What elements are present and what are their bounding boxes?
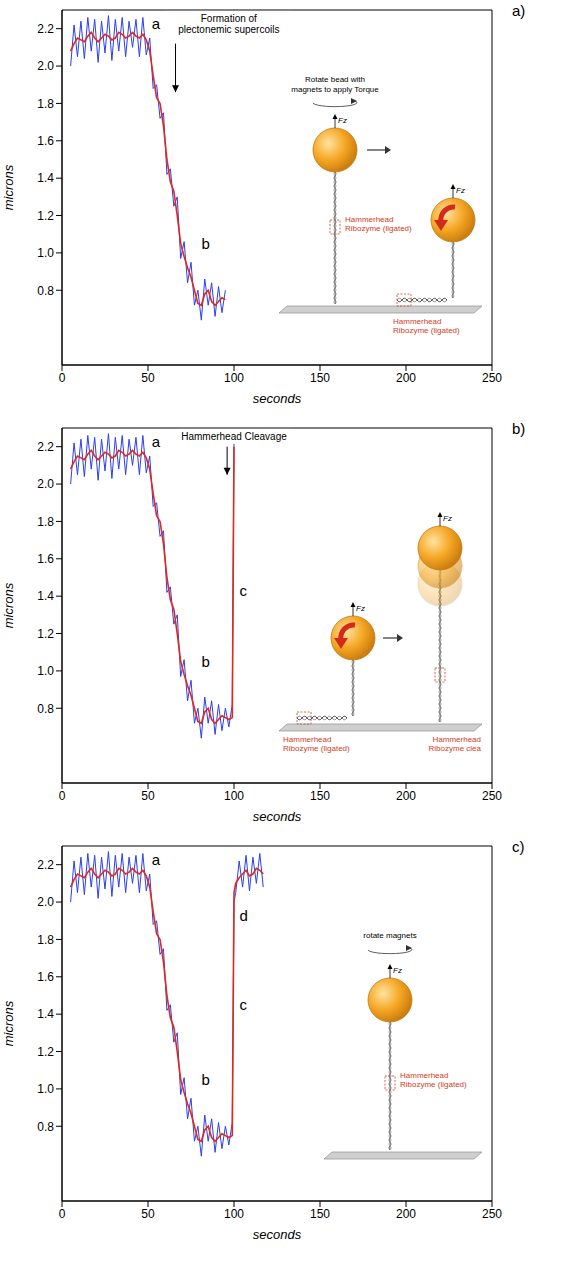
svg-text:150: 150 xyxy=(310,371,330,385)
svg-text:rotate magnets: rotate magnets xyxy=(363,931,416,940)
svg-text:HammerheadRibozyme (ligated): HammerheadRibozyme (ligated) xyxy=(393,317,460,335)
svg-text:Fz: Fz xyxy=(356,604,365,613)
svg-text:2.0: 2.0 xyxy=(37,477,54,491)
svg-text:a: a xyxy=(152,15,161,32)
svg-text:Fz: Fz xyxy=(456,186,465,195)
html-text:c): c) xyxy=(512,838,525,855)
html-text:a): a) xyxy=(512,2,526,19)
svg-text:250: 250 xyxy=(482,789,502,803)
html-text:b): b) xyxy=(512,420,526,437)
svg-text:1.0: 1.0 xyxy=(37,246,54,260)
svg-text:2.2: 2.2 xyxy=(37,858,54,872)
svg-text:b: b xyxy=(202,1071,210,1088)
svg-text:1.6: 1.6 xyxy=(37,970,54,984)
svg-text:HammerheadRibozyme (ligated): HammerheadRibozyme (ligated) xyxy=(283,735,350,753)
svg-text:200: 200 xyxy=(396,371,416,385)
svg-text:microns: microns xyxy=(1,1000,16,1046)
svg-text:0: 0 xyxy=(59,789,66,803)
svg-text:b: b xyxy=(202,653,210,670)
svg-text:50: 50 xyxy=(141,1207,155,1221)
svg-text:150: 150 xyxy=(310,789,330,803)
svg-text:d: d xyxy=(239,907,247,924)
svg-text:100: 100 xyxy=(224,789,244,803)
svg-text:microns: microns xyxy=(1,164,16,210)
svg-text:a: a xyxy=(152,433,161,450)
svg-text:c: c xyxy=(239,582,247,599)
svg-text:Hammerhead Cleavage: Hammerhead Cleavage xyxy=(181,431,287,442)
svg-text:1.4: 1.4 xyxy=(37,1007,54,1021)
svg-text:2.2: 2.2 xyxy=(37,440,54,454)
svg-text:250: 250 xyxy=(482,371,502,385)
svg-text:0.8: 0.8 xyxy=(37,702,54,716)
svg-text:1.2: 1.2 xyxy=(37,209,54,223)
svg-text:2.0: 2.0 xyxy=(37,59,54,73)
svg-text:b: b xyxy=(202,235,210,252)
svg-text:0: 0 xyxy=(59,1207,66,1221)
svg-text:Formation ofplectonemic superc: Formation ofplectonemic supercoils xyxy=(178,13,279,35)
svg-text:Fz: Fz xyxy=(443,514,452,523)
svg-text:a: a xyxy=(152,851,161,868)
svg-text:250: 250 xyxy=(482,1207,502,1221)
svg-text:microns: microns xyxy=(1,582,16,628)
svg-text:1.2: 1.2 xyxy=(37,1045,54,1059)
svg-text:2.0: 2.0 xyxy=(37,895,54,909)
svg-text:seconds: seconds xyxy=(253,809,302,823)
svg-text:100: 100 xyxy=(224,1207,244,1221)
svg-text:HammerheadRibozyme (ligated): HammerheadRibozyme (ligated) xyxy=(400,1071,467,1089)
svg-text:100: 100 xyxy=(224,371,244,385)
svg-text:50: 50 xyxy=(141,371,155,385)
svg-text:200: 200 xyxy=(396,1207,416,1221)
svg-text:1.8: 1.8 xyxy=(37,515,54,529)
svg-text:200: 200 xyxy=(396,789,416,803)
svg-text:1.8: 1.8 xyxy=(37,97,54,111)
svg-text:1.2: 1.2 xyxy=(37,627,54,641)
svg-text:HammerheadRibozyme (ligated): HammerheadRibozyme (ligated) xyxy=(345,215,412,233)
svg-text:1.6: 1.6 xyxy=(37,134,54,148)
svg-text:1.4: 1.4 xyxy=(37,171,54,185)
svg-text:50: 50 xyxy=(141,789,155,803)
svg-text:seconds: seconds xyxy=(253,1227,302,1241)
svg-text:150: 150 xyxy=(310,1207,330,1221)
svg-text:1.0: 1.0 xyxy=(37,1082,54,1096)
svg-text:c: c xyxy=(239,996,247,1013)
svg-text:1.0: 1.0 xyxy=(37,664,54,678)
svg-text:seconds: seconds xyxy=(253,391,302,405)
svg-text:0.8: 0.8 xyxy=(37,1120,54,1134)
svg-text:HammerheadRibozyme clea: HammerheadRibozyme clea xyxy=(429,735,482,753)
svg-text:0.8: 0.8 xyxy=(37,284,54,298)
svg-text:Fz: Fz xyxy=(338,116,347,125)
svg-text:1.8: 1.8 xyxy=(37,933,54,947)
svg-text:2.2: 2.2 xyxy=(37,22,54,36)
svg-text:0: 0 xyxy=(59,371,66,385)
svg-text:1.4: 1.4 xyxy=(37,589,54,603)
svg-text:Fz: Fz xyxy=(393,966,402,975)
svg-text:1.6: 1.6 xyxy=(37,552,54,566)
svg-text:Rotate bead withmagnets to app: Rotate bead withmagnets to apply Torque xyxy=(291,75,379,94)
